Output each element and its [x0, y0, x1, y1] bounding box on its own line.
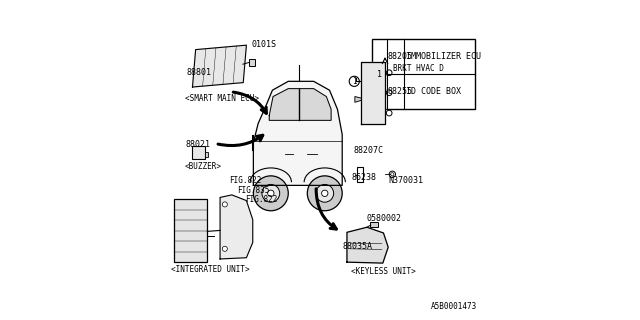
Text: FIG.822: FIG.822 [246, 195, 278, 204]
FancyBboxPatch shape [249, 59, 255, 66]
Text: <KEYLESS UNIT>: <KEYLESS UNIT> [351, 267, 416, 276]
FancyBboxPatch shape [193, 146, 205, 159]
Circle shape [262, 184, 280, 202]
Circle shape [387, 90, 392, 96]
Circle shape [389, 171, 396, 178]
Circle shape [321, 190, 328, 196]
Polygon shape [193, 45, 246, 87]
Circle shape [316, 184, 333, 202]
Text: FIG.835: FIG.835 [237, 186, 270, 195]
Text: 88255: 88255 [388, 87, 413, 96]
Polygon shape [269, 89, 331, 120]
Text: <SMART MAIN ECU>: <SMART MAIN ECU> [185, 94, 259, 103]
Text: 88801: 88801 [186, 68, 211, 77]
FancyBboxPatch shape [357, 167, 363, 181]
Text: <INTEGRATED UNIT>: <INTEGRATED UNIT> [171, 265, 250, 274]
Text: ID CODE BOX: ID CODE BOX [406, 87, 461, 96]
Text: 88021: 88021 [185, 140, 210, 149]
Text: N370031: N370031 [388, 176, 423, 185]
Circle shape [222, 202, 227, 207]
Text: 88207C: 88207C [353, 146, 383, 155]
Circle shape [387, 70, 392, 76]
FancyBboxPatch shape [372, 39, 476, 109]
Polygon shape [361, 62, 385, 124]
Circle shape [307, 176, 342, 211]
Circle shape [222, 246, 227, 252]
Text: BRKT HVAC D: BRKT HVAC D [393, 63, 444, 73]
Text: 0580002: 0580002 [367, 214, 402, 223]
FancyBboxPatch shape [370, 222, 378, 227]
Text: <BUZZER>: <BUZZER> [184, 162, 221, 171]
Text: 1: 1 [377, 70, 382, 79]
Text: 88035A: 88035A [343, 242, 373, 251]
Circle shape [268, 190, 274, 196]
Polygon shape [355, 97, 361, 102]
Circle shape [387, 110, 392, 116]
Text: 0101S: 0101S [252, 40, 276, 49]
Circle shape [349, 76, 359, 86]
Polygon shape [347, 227, 388, 263]
Text: FIG.822: FIG.822 [230, 176, 262, 185]
FancyBboxPatch shape [205, 152, 209, 157]
Text: A5B0001473: A5B0001473 [431, 302, 477, 311]
Polygon shape [253, 81, 342, 185]
FancyBboxPatch shape [174, 199, 207, 262]
Text: 1: 1 [352, 77, 356, 86]
Circle shape [391, 173, 394, 176]
Text: IMMOBILIZER ECU: IMMOBILIZER ECU [406, 52, 481, 61]
Text: 88205: 88205 [388, 52, 413, 61]
Polygon shape [220, 195, 253, 259]
Circle shape [253, 176, 288, 211]
Circle shape [373, 68, 386, 81]
Text: 86238: 86238 [351, 173, 376, 182]
